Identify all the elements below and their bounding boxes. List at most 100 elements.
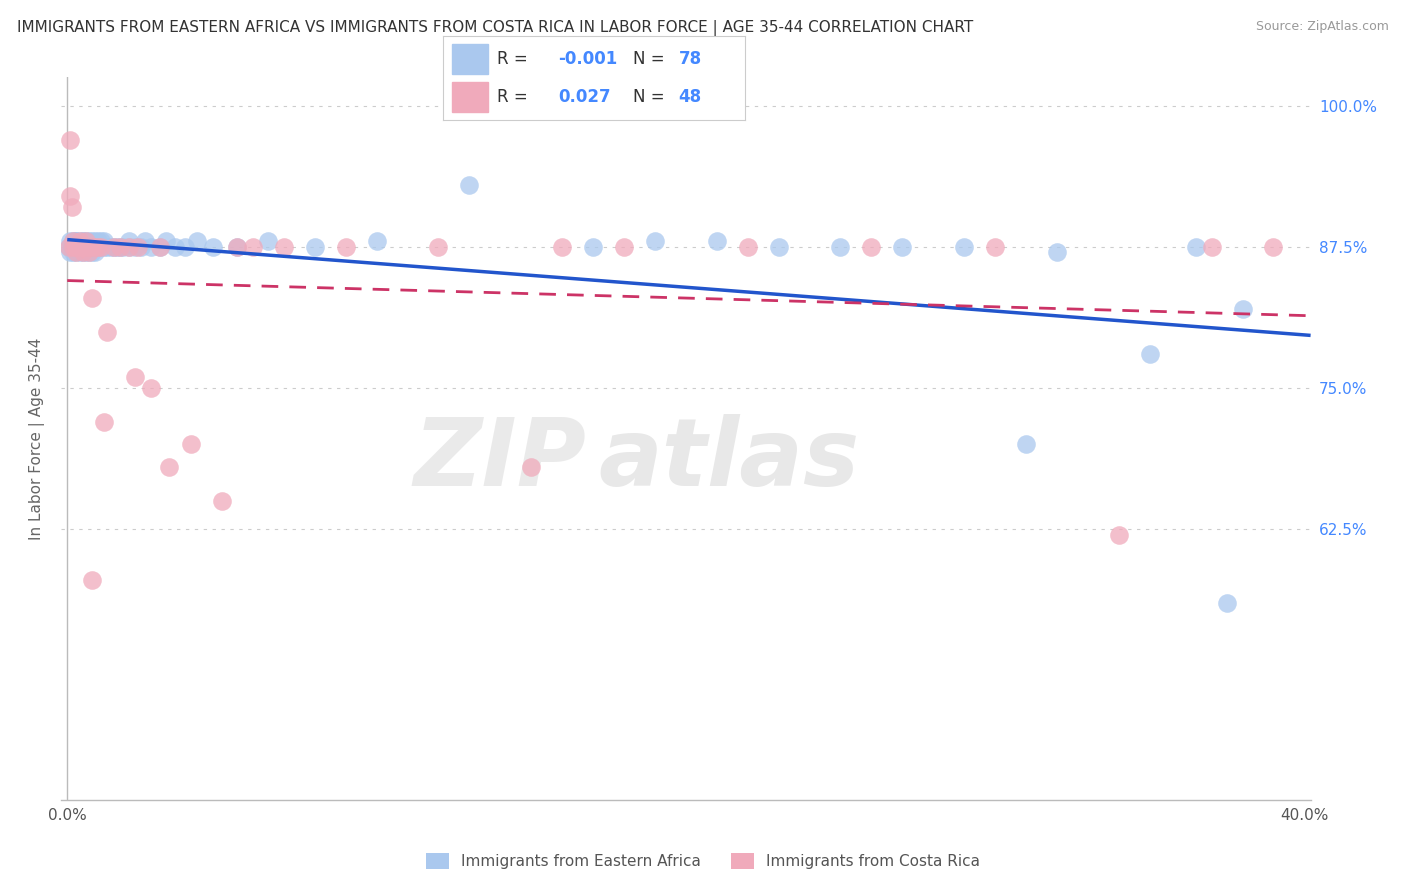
Point bbox=[93, 240, 115, 254]
Point bbox=[75, 234, 97, 248]
Point bbox=[335, 240, 357, 254]
Point bbox=[242, 240, 264, 254]
Text: atlas: atlas bbox=[599, 415, 859, 507]
Point bbox=[72, 240, 94, 254]
Point bbox=[80, 240, 103, 254]
Point bbox=[96, 240, 118, 254]
Text: 48: 48 bbox=[679, 88, 702, 106]
Point bbox=[87, 240, 110, 254]
Point bbox=[366, 234, 388, 248]
Point bbox=[59, 245, 82, 260]
Point bbox=[90, 234, 112, 248]
Point bbox=[75, 240, 97, 254]
Point bbox=[155, 234, 177, 248]
Point bbox=[59, 234, 82, 248]
Point bbox=[118, 240, 141, 254]
Point bbox=[80, 234, 103, 248]
Point bbox=[69, 234, 91, 248]
Point bbox=[62, 245, 84, 260]
Point bbox=[737, 240, 759, 254]
Point bbox=[226, 240, 249, 254]
Text: -0.001: -0.001 bbox=[558, 50, 617, 68]
Text: ZIP: ZIP bbox=[413, 415, 586, 507]
Point bbox=[65, 240, 87, 254]
Point bbox=[65, 234, 87, 248]
Point bbox=[65, 240, 87, 254]
Point bbox=[80, 291, 103, 305]
Bar bbox=[451, 82, 488, 112]
Text: R =: R = bbox=[498, 88, 533, 106]
Y-axis label: In Labor Force | Age 35-44: In Labor Force | Age 35-44 bbox=[30, 337, 45, 540]
Point bbox=[80, 240, 103, 254]
Point bbox=[201, 240, 224, 254]
Point bbox=[58, 240, 80, 254]
Point bbox=[108, 240, 131, 254]
Point bbox=[118, 234, 141, 248]
Point bbox=[59, 189, 82, 203]
Point bbox=[72, 245, 94, 260]
Point bbox=[108, 240, 131, 254]
Point bbox=[69, 234, 91, 248]
Point bbox=[60, 200, 83, 214]
Point bbox=[72, 240, 94, 254]
Point bbox=[80, 245, 103, 260]
Point bbox=[87, 240, 110, 254]
Point bbox=[1139, 347, 1161, 361]
Point bbox=[1232, 301, 1254, 316]
Point bbox=[953, 240, 976, 254]
Text: 78: 78 bbox=[679, 50, 702, 68]
Point bbox=[427, 240, 450, 254]
Point bbox=[84, 234, 107, 248]
Point bbox=[124, 240, 146, 254]
Point bbox=[69, 240, 91, 254]
Point bbox=[111, 240, 134, 254]
Point bbox=[60, 240, 83, 254]
Point bbox=[1216, 595, 1239, 609]
Point bbox=[75, 240, 97, 254]
Point bbox=[77, 240, 100, 254]
Point bbox=[860, 240, 883, 254]
Point bbox=[131, 240, 153, 254]
Point bbox=[84, 240, 107, 254]
Point bbox=[157, 460, 180, 475]
Point bbox=[93, 415, 115, 429]
Point bbox=[984, 240, 1007, 254]
Point bbox=[58, 240, 80, 254]
Point bbox=[186, 234, 208, 248]
Point bbox=[173, 240, 195, 254]
Point bbox=[1015, 437, 1038, 451]
Point bbox=[613, 240, 636, 254]
Point bbox=[644, 234, 666, 248]
Point bbox=[80, 573, 103, 587]
Point bbox=[65, 234, 87, 248]
Point bbox=[72, 234, 94, 248]
Point bbox=[93, 234, 115, 248]
Point bbox=[124, 369, 146, 384]
Point bbox=[1185, 240, 1208, 254]
Point bbox=[62, 234, 84, 248]
Point bbox=[69, 240, 91, 254]
Point bbox=[75, 245, 97, 260]
Point bbox=[62, 240, 84, 254]
Point bbox=[304, 240, 326, 254]
Point bbox=[149, 240, 172, 254]
Point bbox=[72, 234, 94, 248]
Point bbox=[69, 245, 91, 260]
Point bbox=[458, 178, 481, 192]
Point bbox=[77, 234, 100, 248]
Point bbox=[87, 234, 110, 248]
Point bbox=[105, 240, 128, 254]
Point bbox=[69, 240, 91, 254]
Point bbox=[226, 240, 249, 254]
Point bbox=[211, 494, 233, 508]
Point bbox=[165, 240, 187, 254]
Point bbox=[149, 240, 172, 254]
Bar bbox=[451, 44, 488, 74]
Point bbox=[77, 240, 100, 254]
Point bbox=[1201, 240, 1223, 254]
Point bbox=[77, 240, 100, 254]
Point bbox=[103, 240, 125, 254]
Point bbox=[134, 234, 156, 248]
Point bbox=[520, 460, 543, 475]
Text: N =: N = bbox=[633, 88, 671, 106]
